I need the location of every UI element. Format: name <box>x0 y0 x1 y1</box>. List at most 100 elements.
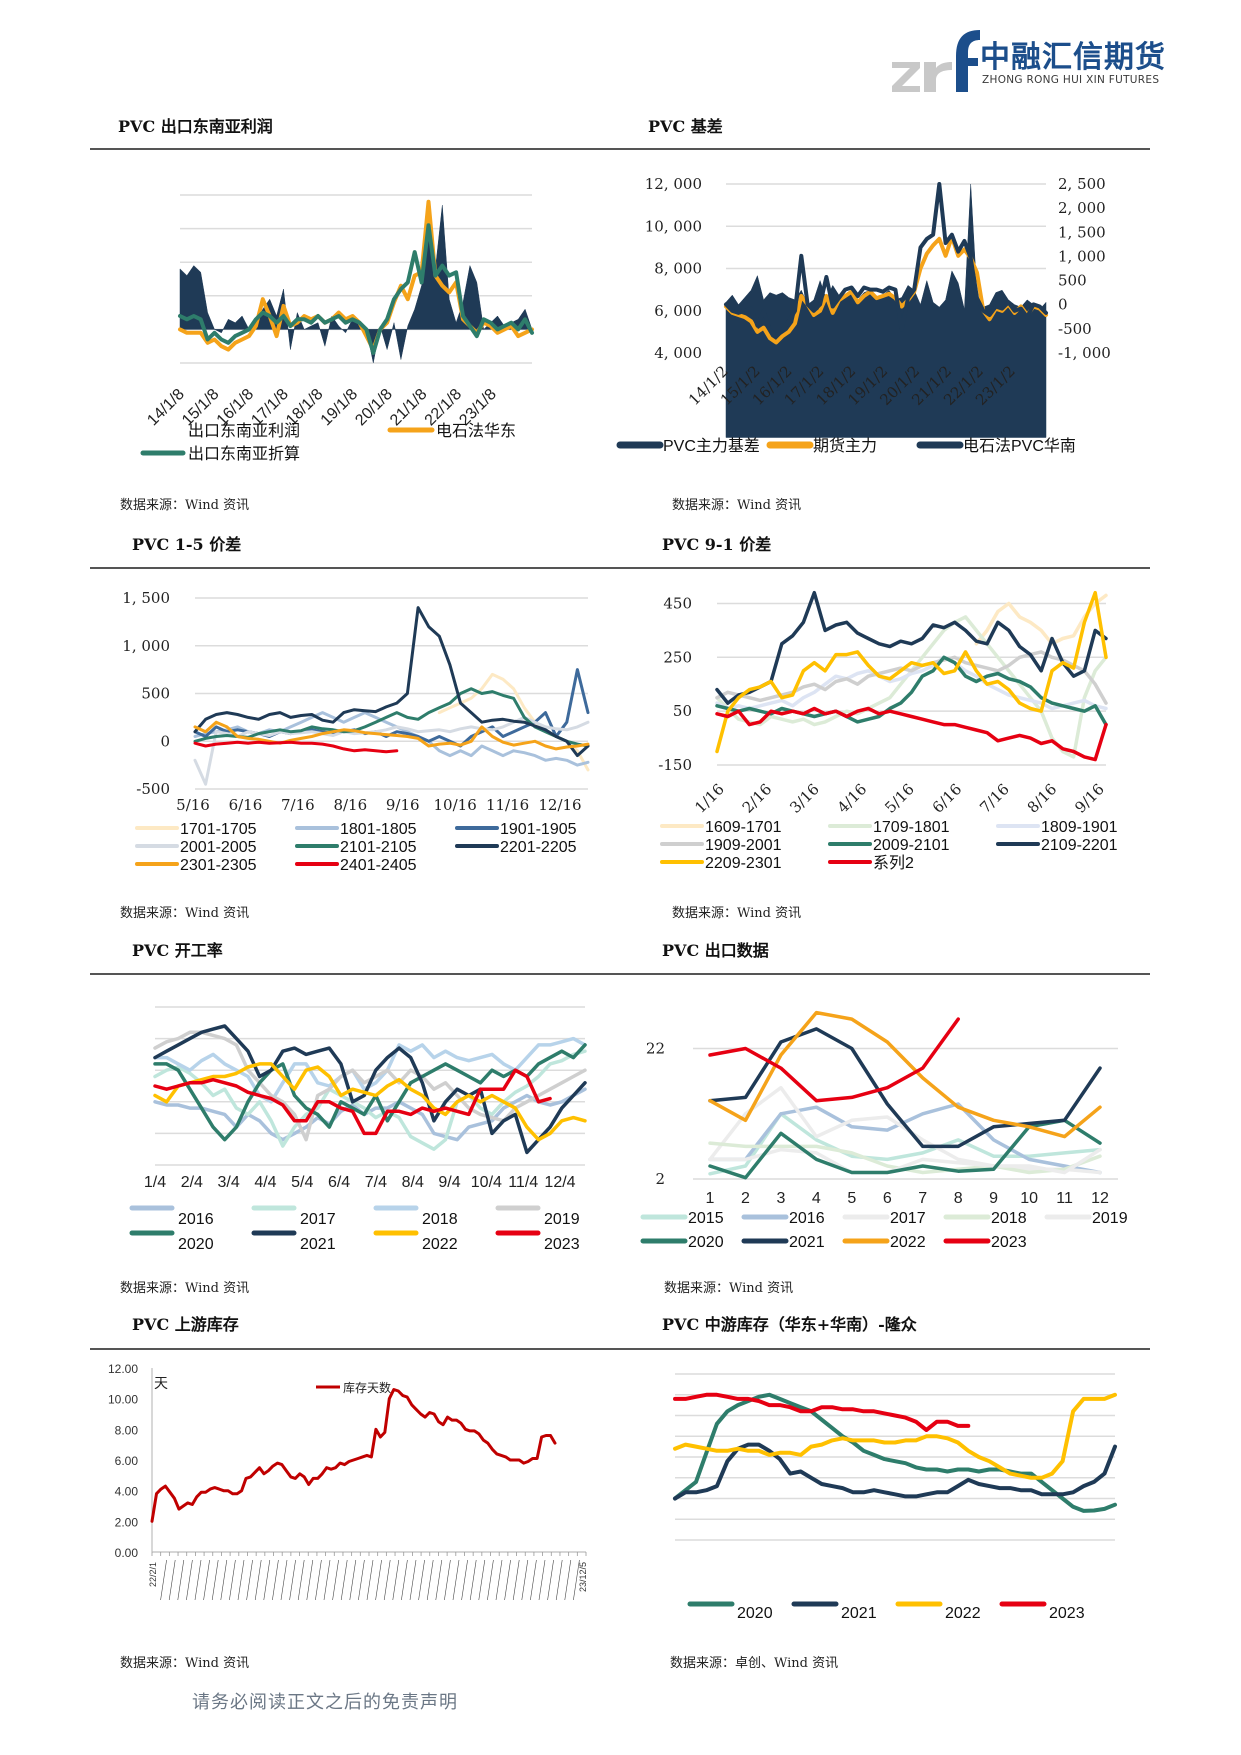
legend-label: 2020 <box>737 1605 773 1622</box>
x-tick-label: 10/16 <box>434 796 477 814</box>
disclaimer-footer: 请务必阅读正文之后的免责声明 <box>192 1692 458 1713</box>
x-tick-label: 20/1/8 <box>352 386 396 430</box>
legend-label: 库存天数 <box>343 1380 391 1395</box>
series-line-2021 <box>153 1024 587 1155</box>
x-tick-label: 4/16 <box>834 780 871 817</box>
x-tick-label-glyph <box>564 1559 572 1601</box>
x-tick-label-glyph <box>289 1559 296 1601</box>
company-name-cn: 中融汇信期货 <box>980 40 1166 75</box>
data-source: 数据来源：卓创、Wind 资讯 <box>670 1656 839 1671</box>
y-tick-label: -500 <box>1058 320 1092 338</box>
section-title-export-data: PVC 出口数据 <box>662 941 769 960</box>
x-tick-label: 5 <box>847 1190 856 1207</box>
legend-label: 2020 <box>688 1234 724 1251</box>
legend-label: 2301-2305 <box>180 857 257 874</box>
x-tick-label: 21/1/8 <box>387 386 431 430</box>
y-tick-label: 0.00 <box>115 1546 139 1560</box>
legend-label: 1909-2001 <box>705 837 782 854</box>
y-tick-label: 10.00 <box>108 1393 138 1407</box>
chart-spread-9-1: -150 50 250 450 1/16 2/16 3/16 4/16 5/16 6/16 7/16… <box>640 570 1140 880</box>
series-line-2401-2405 <box>193 740 399 754</box>
x-tick-label-glyph <box>306 1559 314 1601</box>
legend-label: 1609-1701 <box>705 819 782 836</box>
section-divider <box>90 973 1150 975</box>
series-line-2019 <box>708 1147 1102 1175</box>
x-tick-label-glyph <box>263 1559 271 1601</box>
x-tick-label-glyph <box>504 1559 511 1601</box>
series-line-2020 <box>708 1118 1102 1180</box>
x-tick-label-glyph <box>366 1559 374 1601</box>
section-title-spread-9-1: PVC 9-1 价差 <box>662 535 772 554</box>
y-unit-label: 天 <box>154 1375 168 1391</box>
x-tick-label-glyph <box>280 1559 288 1601</box>
x-tick-label: 14/1/8 <box>144 386 188 430</box>
legend-label: 2009-2101 <box>873 837 950 854</box>
x-tick-label-glyph <box>538 1559 546 1601</box>
y-tick-label: 1, 500 <box>122 589 170 607</box>
series-line-1909-2001 <box>715 650 1108 705</box>
x-tick-label: 3 <box>776 1190 785 1207</box>
legend-label: 1701-1705 <box>180 821 257 838</box>
x-tick-label-glyph <box>495 1559 503 1601</box>
series-line-2023 <box>708 1017 960 1103</box>
x-tick-label: 9/16 <box>386 796 420 814</box>
x-tick-label-glyph <box>487 1559 494 1601</box>
section-title-basis: PVC 基差 <box>648 117 723 136</box>
x-tick-label-glyph <box>272 1559 279 1601</box>
x-tick-label: 5/4 <box>291 1174 313 1191</box>
chart-export-profit: 14/1/8 15/1/8 16/1/8 17/1/8 18/1/8 19/1/8 20/1… <box>100 150 550 470</box>
series-line-2020 <box>673 1392 1117 1513</box>
x-tick-label: 8/4 <box>402 1174 424 1191</box>
y-tick-label: 500 <box>141 685 170 703</box>
y-tick-label: 2.00 <box>115 1515 139 1529</box>
legend-label: 电石法PVC华南 <box>963 437 1076 455</box>
x-tick-label-glyph <box>177 1559 185 1601</box>
x-tick-label-glyph <box>340 1559 348 1601</box>
x-tick-label-glyph <box>375 1559 382 1601</box>
y-tick-label: 0 <box>160 732 170 750</box>
x-tick-label: 10/4 <box>471 1174 502 1191</box>
x-tick-label-glyph <box>547 1559 554 1601</box>
legend-label: 2201-2205 <box>500 839 577 856</box>
y-tick-label: 1, 500 <box>1058 223 1106 241</box>
x-tick-label-glyph <box>469 1559 477 1601</box>
x-tick-label-glyph <box>220 1559 228 1601</box>
x-tick-label: 9 <box>989 1190 998 1207</box>
series-line-系列2 <box>715 706 1108 762</box>
section-divider <box>90 1348 1150 1350</box>
x-tick-label-glyph <box>512 1559 520 1601</box>
company-logo: 中融汇信期货 ZHONG RONG HUI XIN FUTURES <box>880 28 1180 98</box>
x-tick-label-glyph <box>211 1559 219 1601</box>
y-tick-label: 4, 000 <box>654 344 702 362</box>
series-line-库存天数 <box>150 1388 557 1523</box>
series-line-出口东南亚折算 <box>178 223 534 355</box>
zrf-logo-icon <box>892 30 980 92</box>
legend-label: 期货主力 <box>813 437 877 455</box>
x-tick-label: 4/4 <box>254 1174 276 1191</box>
series-line-2021 <box>708 1027 1102 1149</box>
x-tick-label-glyph <box>194 1559 202 1601</box>
legend-label: 2019 <box>544 1211 580 1228</box>
legend-label: 2017 <box>300 1211 336 1228</box>
series-line-1609-1701 <box>974 593 1108 646</box>
x-tick-label-glyph <box>203 1559 210 1601</box>
y-tick-label: -150 <box>658 756 692 774</box>
y-tick-label: 4.00 <box>115 1485 139 1499</box>
y-tick-label: 10, 000 <box>645 217 702 235</box>
y-tick-label: 6.00 <box>115 1454 139 1468</box>
x-tick-label-glyph <box>452 1559 460 1601</box>
x-tick-label: 6/4 <box>328 1174 350 1191</box>
y-tick-label: 12, 000 <box>645 175 702 193</box>
legend-label: 2022 <box>945 1605 981 1622</box>
x-tick-label-glyph <box>229 1559 236 1601</box>
y-tick-label: -1, 000 <box>1058 344 1111 362</box>
legend-label: 2022 <box>422 1236 458 1253</box>
x-tick-label-glyph <box>444 1559 451 1601</box>
x-tick-label-glyph <box>349 1559 357 1601</box>
series-line-2209-2301 <box>715 590 1108 754</box>
legend-label: 1809-1901 <box>1041 819 1118 836</box>
company-name-en: ZHONG RONG HUI XIN FUTURES <box>982 74 1160 86</box>
x-tick-label-glyph <box>254 1559 262 1601</box>
x-tick-label: 6/16 <box>229 796 263 814</box>
section-title-export-profit: PVC 出口东南亚利润 <box>118 117 273 136</box>
